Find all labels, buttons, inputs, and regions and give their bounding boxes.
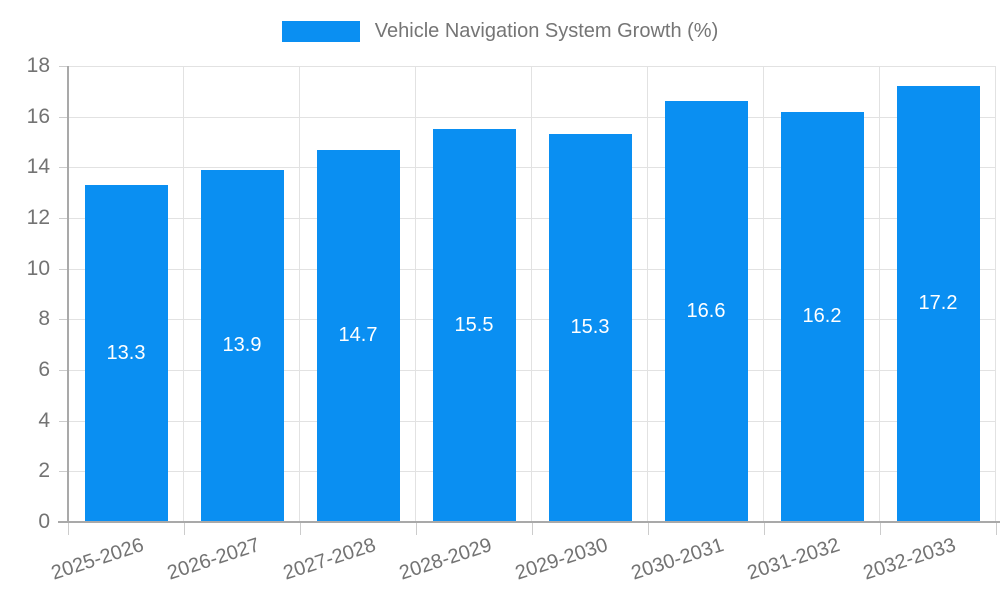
y-axis-tick-label-4: 4: [38, 408, 50, 432]
h-gridline-2: [68, 471, 996, 473]
bar-2027-2028: 14.7: [316, 149, 400, 522]
bar-value-label-2027-2028: 14.7: [338, 323, 378, 346]
x-axis-tick-3: [416, 522, 417, 535]
v-gridline-5: [647, 66, 648, 522]
v-gridline-1: [183, 66, 184, 522]
v-gridline-4: [531, 66, 532, 522]
y-axis-tick-6: [59, 370, 68, 371]
y-axis-tick-8: [59, 319, 68, 321]
x-axis-label-2031-2032: 2031-2032: [745, 534, 843, 585]
x-axis-line: [58, 521, 1000, 523]
h-gridline-12: [68, 218, 996, 219]
h-gridline-16: [68, 116, 996, 118]
bar-2028-2029: 15.5: [432, 129, 516, 522]
y-axis-tick-10: [59, 268, 68, 270]
x-axis-tick-2: [300, 522, 301, 535]
y-axis-tick-label-12: 12: [26, 206, 50, 229]
h-gridline-4: [68, 420, 996, 422]
bar-2031-2032: 16.2: [780, 111, 864, 522]
x-axis-label-2028-2029: 2028-2029: [397, 534, 495, 585]
x-axis-label-2027-2028: 2027-2028: [281, 534, 379, 585]
y-axis-tick-label-6: 6: [38, 358, 50, 381]
x-axis-tick-7: [880, 522, 881, 535]
y-axis-tick-label-0: 0: [38, 510, 50, 533]
v-gridline-6: [763, 66, 764, 522]
v-gridline-2: [299, 66, 300, 522]
h-gridline-14: [68, 167, 996, 169]
bar-2032-2033: 17.2: [896, 86, 980, 522]
v-gridline-7: [879, 66, 880, 522]
bar-value-label-2030-2031: 16.6: [686, 299, 726, 322]
v-gridline-8: [995, 66, 996, 522]
bar-2025-2026: 13.3: [84, 185, 168, 522]
bar-value-label-2031-2032: 16.2: [802, 304, 842, 327]
y-axis-tick-label-18: 18: [26, 54, 50, 77]
y-axis-tick-label-8: 8: [38, 307, 50, 331]
y-axis-tick-label-16: 16: [26, 104, 50, 128]
h-gridline-18: [68, 66, 996, 67]
x-axis-label-2026-2027: 2026-2027: [165, 534, 263, 585]
x-axis-tick-5: [648, 522, 649, 535]
bar-2026-2027: 13.9: [200, 169, 284, 522]
x-axis-label-2030-2031: 2030-2031: [629, 534, 727, 585]
v-gridline-3: [415, 66, 416, 522]
y-axis-tick-label-10: 10: [26, 256, 50, 280]
y-axis-tick-2: [59, 471, 68, 473]
h-gridline-8: [68, 319, 996, 321]
bar-value-label-2028-2029: 15.5: [454, 313, 494, 336]
plot-area: [68, 66, 996, 522]
y-axis-line: [67, 66, 69, 523]
x-axis-label-2032-2033: 2032-2033: [861, 534, 959, 585]
h-gridline-10: [68, 268, 996, 270]
chart-legend[interactable]: Vehicle Navigation System Growth (%): [0, 20, 1000, 43]
x-axis-tick-4: [532, 522, 533, 535]
y-axis-tick-18: [59, 66, 68, 67]
y-axis-tick-12: [59, 218, 68, 219]
x-axis-tick-1: [184, 522, 185, 535]
y-axis-tick-16: [59, 116, 68, 118]
x-axis-tick-0: [68, 522, 69, 535]
y-axis-tick-label-14: 14: [26, 155, 50, 179]
bar-value-label-2029-2030: 15.3: [570, 316, 610, 339]
bar-2029-2030: 15.3: [548, 134, 632, 522]
x-axis-tick-6: [764, 522, 765, 535]
bar-value-label-2026-2027: 13.9: [222, 333, 262, 356]
y-axis-tick-4: [59, 420, 68, 422]
legend-swatch[interactable]: [281, 21, 360, 42]
legend-label[interactable]: Vehicle Navigation System Growth (%): [374, 20, 719, 42]
bar-2030-2031: 16.6: [664, 101, 748, 522]
x-axis-label-2029-2030: 2029-2030: [513, 534, 611, 585]
x-axis-tick-8: [996, 522, 997, 535]
x-axis-label-2025-2026: 2025-2026: [49, 534, 147, 585]
bar-value-label-2025-2026: 13.3: [106, 341, 146, 364]
y-axis-tick-label-2: 2: [38, 459, 50, 483]
y-axis-tick-14: [59, 167, 68, 169]
bar-value-label-2032-2033: 17.2: [918, 292, 958, 315]
h-gridline-6: [68, 370, 996, 371]
